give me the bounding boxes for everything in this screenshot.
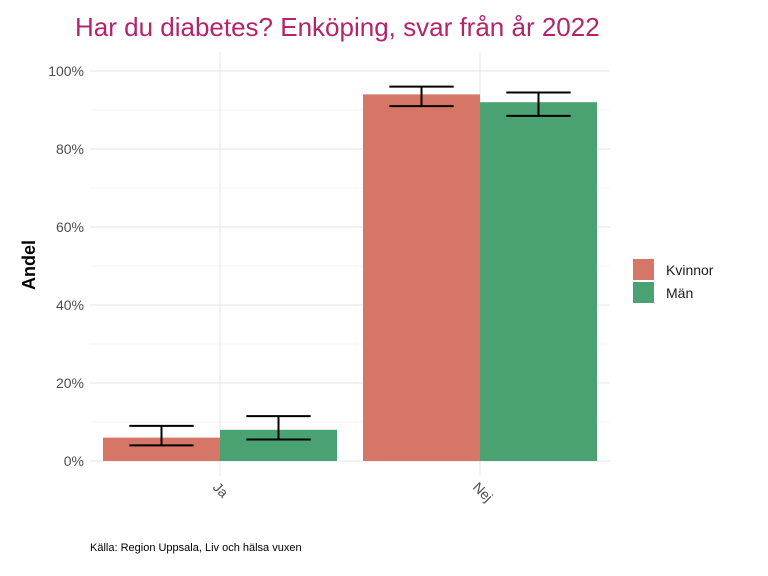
bar-kvinnor-nej xyxy=(363,94,480,462)
y-tick-label: 80% xyxy=(56,141,84,157)
error-bar xyxy=(246,415,311,441)
error-bar xyxy=(129,424,194,447)
y-tick-label: 40% xyxy=(56,297,84,313)
y-tick-label: 0% xyxy=(64,453,84,469)
legend-item-kvinnor: Kvinnor xyxy=(633,258,713,281)
y-tick-label: 60% xyxy=(56,219,84,235)
y-tick-label: 100% xyxy=(48,63,84,79)
bar-kvinnor-ja xyxy=(103,437,220,461)
source-caption: Källa: Region Uppsala, Liv och hälsa vux… xyxy=(90,542,302,554)
x-tick-label: Ja xyxy=(210,479,232,501)
legend-key-kvinnor xyxy=(633,259,654,280)
legend: Kvinnor Män xyxy=(633,258,713,304)
bar-mn-nej xyxy=(480,102,597,461)
legend-label-man: Män xyxy=(666,284,694,301)
legend-item-man: Män xyxy=(633,281,713,304)
error-bar xyxy=(389,85,454,108)
legend-key-man xyxy=(633,282,654,303)
chart-title: Har du diabetes? Enköping, svar från år … xyxy=(75,12,600,42)
error-bar xyxy=(506,91,571,117)
y-tick-label: 20% xyxy=(56,375,84,391)
legend-label-kvinnor: Kvinnor xyxy=(666,261,714,278)
x-tick-label: Nej xyxy=(470,479,496,505)
y-axis-label: Andel xyxy=(19,240,39,290)
